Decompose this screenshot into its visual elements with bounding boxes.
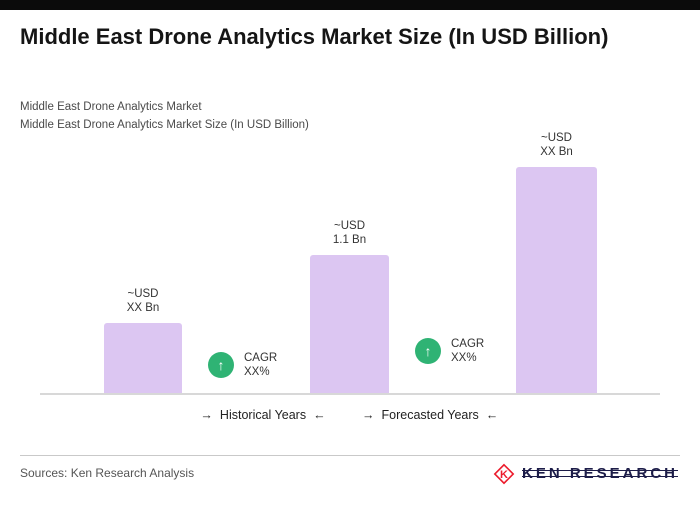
top-accent-bar (0, 0, 700, 10)
chart-subtitle-line-1: Middle East Drone Analytics Market (20, 101, 202, 113)
bar-group-historical-2: ~USD 1.1 Bn (310, 219, 389, 393)
up-arrow-glyph: ↑ (217, 357, 225, 373)
arrow-left-icon: ← (485, 408, 499, 422)
arrow-right-icon: → (362, 408, 375, 422)
x-group-label: Forecasted Years (381, 408, 479, 422)
x-group-label: Historical Years (219, 408, 307, 422)
x-group-historical-years: → Historical Years ← (190, 408, 336, 422)
cagr-annotation-historical: ↑ CAGR XX% (208, 352, 277, 378)
growth-up-arrow-icon: ↑ (208, 352, 234, 378)
bar-value-label: ~USD 1.1 Bn (332, 220, 367, 246)
svg-text:K: K (500, 469, 508, 481)
bar-group-historical-1: ~USD XX Bn (104, 287, 182, 393)
cagr-label: CAGR XX% (451, 338, 485, 364)
cagr-label: CAGR XX% (244, 352, 278, 378)
bar-chart: ~USD XX Bn ~USD 1.1 Bn ~USD XX Bn ↑ CAGR… (40, 120, 660, 395)
bar-historical-1 (104, 323, 182, 393)
x-group-forecasted-years: → Forecasted Years ← (355, 408, 501, 422)
ken-research-logo: K KEN RESEARCH (493, 462, 679, 486)
bar-historical-2 (310, 255, 389, 393)
up-arrow-glyph: ↑ (424, 343, 432, 359)
arrow-right-icon: → (200, 408, 213, 422)
ken-research-logo-icon: K (493, 463, 515, 485)
sources-text: Sources: Ken Research Analysis (20, 466, 195, 480)
bar-group-forecast: ~USD XX Bn (516, 131, 597, 393)
bar-value-label: ~USD XX Bn (126, 288, 160, 314)
cagr-annotation-forecast: ↑ CAGR XX% (415, 338, 484, 364)
arrow-left-icon: ← (313, 408, 326, 422)
x-axis-period-labels: → Historical Years ← → Forecasted Years ← (0, 408, 700, 430)
bar-forecast (516, 167, 597, 393)
chart-subtitle-line-2: Middle East Drone Analytics Market Size … (20, 119, 309, 131)
growth-up-arrow-icon: ↑ (415, 338, 441, 364)
page-title: Middle East Drone Analytics Market Size … (20, 24, 609, 49)
ken-research-logo-text: KEN RESEARCH (521, 462, 679, 486)
bar-value-label: ~USD XX Bn (540, 132, 573, 158)
footer-divider (20, 455, 680, 456)
